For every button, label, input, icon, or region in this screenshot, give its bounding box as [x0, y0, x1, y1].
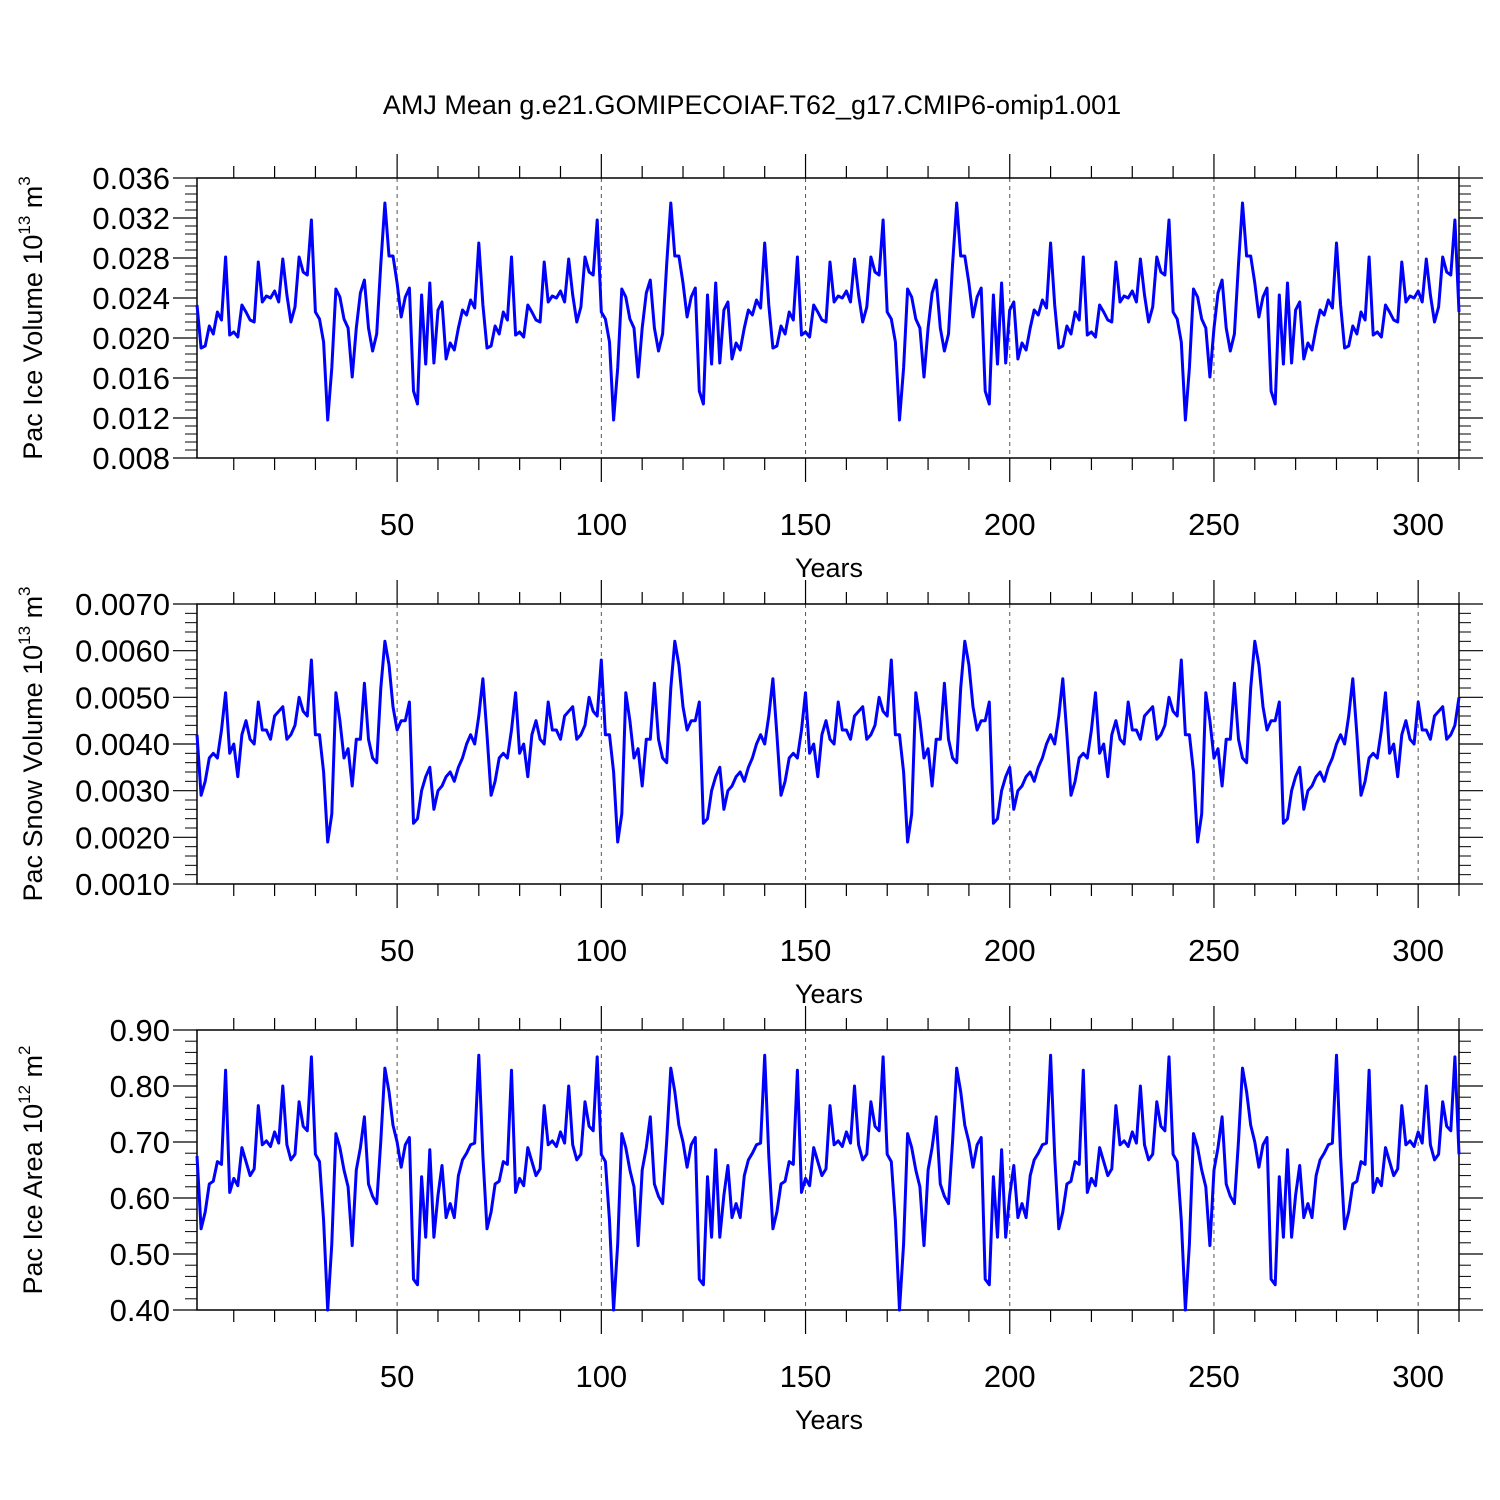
x-tick-label: 200 — [984, 933, 1036, 968]
y-tick-label: 0.0070 — [75, 587, 170, 622]
y-axis-title: Pac Ice Volume 1013 m3 — [15, 176, 48, 460]
x-axis-title: Years — [795, 553, 863, 583]
series-line-snow-volume — [195, 639, 1461, 844]
y-tick-label: 0.012 — [92, 401, 170, 436]
panel-ice-area: 50 100 150 200 250 300 Years 0.40 0.50 0.60 0.70 0.… — [15, 1006, 1483, 1435]
chart-title: AMJ Mean g.e21.GOMIPECOIAF.T62_g17.CMIP6… — [383, 90, 1121, 120]
x-tick-label: 200 — [984, 507, 1036, 542]
y-axis-title-unit: m — [18, 596, 48, 626]
y-tick-label: 0.028 — [92, 241, 170, 276]
panel-snow-volume: 50 100 150 200 250 300 Years 0.0010 0.0020 0.0030… — [15, 580, 1483, 1009]
x-axis-title: Years — [795, 1405, 863, 1435]
y-axis-title-exponent: 12 — [15, 1085, 34, 1104]
y-tick-label: 0.90 — [110, 1013, 170, 1048]
x-tick-label: 300 — [1392, 1359, 1444, 1394]
x-tick-label: 300 — [1392, 933, 1444, 968]
x-tick-label: 100 — [575, 1359, 627, 1394]
y-axis-title: Pac Ice Area 1012 m2 — [15, 1045, 48, 1294]
y-axis-title-text: Pac Snow Volume 10 — [18, 645, 48, 902]
y-axis-title-text: Pac Ice Area 10 — [18, 1104, 48, 1295]
y-tick-label: 0.036 — [92, 161, 170, 196]
y-tick-label: 0.60 — [110, 1181, 170, 1216]
series-line-ice-area — [195, 1053, 1461, 1312]
y-axis-title-exponent: 13 — [15, 626, 34, 645]
y-tick-label: 0.0020 — [75, 820, 170, 855]
x-tick-label: 200 — [984, 1359, 1036, 1394]
x-tick-label: 50 — [380, 507, 414, 542]
y-tick-label: 0.80 — [110, 1069, 170, 1104]
y-axis-title-unit: m — [18, 1055, 48, 1085]
y-tick-label: 0.50 — [110, 1237, 170, 1272]
x-tick-label: 100 — [575, 933, 627, 968]
y-tick-label: 0.70 — [110, 1125, 170, 1160]
y-tick-label: 0.008 — [92, 441, 170, 476]
y-axis-title-unit-exponent: 2 — [15, 1045, 34, 1054]
y-tick-label: 0.032 — [92, 201, 170, 236]
y-tick-label: 0.024 — [92, 281, 170, 316]
y-tick-label: 0.0030 — [75, 774, 170, 809]
y-tick-label: 0.40 — [110, 1293, 170, 1328]
y-tick-label: 0.0060 — [75, 634, 170, 669]
panel-ice-volume: 50 100 150 200 250 300 Years 0.008 0.012 0.016 0.0… — [15, 154, 1483, 583]
y-axis-title-unit: m — [18, 186, 48, 216]
y-axis-title: Pac Snow Volume 1013 m3 — [15, 586, 48, 901]
x-tick-label: 250 — [1188, 507, 1240, 542]
x-tick-label: 50 — [380, 933, 414, 968]
x-tick-label: 250 — [1188, 1359, 1240, 1394]
x-tick-label: 150 — [780, 507, 832, 542]
y-axis-title-exponent: 13 — [15, 216, 34, 235]
y-axis-title-unit-exponent: 3 — [15, 586, 34, 595]
y-tick-label: 0.0040 — [75, 727, 170, 762]
y-tick-label: 0.020 — [92, 321, 170, 356]
y-tick-label: 0.0050 — [75, 680, 170, 715]
x-tick-label: 150 — [780, 933, 832, 968]
x-tick-label: 250 — [1188, 933, 1240, 968]
y-tick-label: 0.016 — [92, 361, 170, 396]
series-line-ice-volume — [195, 201, 1461, 422]
y-tick-label: 0.0010 — [75, 867, 170, 902]
x-axis-title: Years — [795, 979, 863, 1009]
x-tick-label: 50 — [380, 1359, 414, 1394]
x-tick-label: 150 — [780, 1359, 832, 1394]
y-axis-title-unit-exponent: 3 — [15, 176, 34, 185]
y-axis-title-text: Pac Ice Volume 10 — [18, 235, 48, 460]
x-tick-label: 100 — [575, 507, 627, 542]
x-tick-label: 300 — [1392, 507, 1444, 542]
